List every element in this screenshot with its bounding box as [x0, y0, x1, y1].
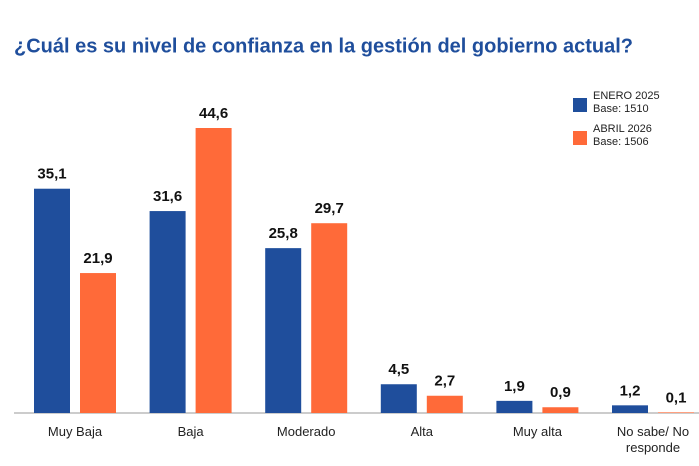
bar — [34, 188, 70, 413]
value-label: 25,8 — [269, 225, 298, 242]
value-label: 31,6 — [153, 188, 182, 205]
bar — [658, 412, 694, 413]
legend-note: Base: 1510 — [593, 103, 649, 115]
value-label: 35,1 — [37, 166, 66, 183]
bar — [80, 273, 116, 413]
legend-swatch — [573, 98, 587, 112]
x-tick-label: Alta — [410, 424, 433, 439]
legend-label: ABRIL 2026 — [593, 123, 652, 135]
legend-note: Base: 1506 — [593, 136, 649, 148]
value-label: 0,1 — [666, 389, 687, 406]
value-label: 1,2 — [620, 382, 641, 399]
x-tick-label: No sabe/ No responde — [616, 424, 690, 455]
bar — [149, 211, 186, 413]
x-tick-label: Muy alta — [512, 424, 562, 439]
bar — [195, 128, 232, 413]
x-tick-label: Baja — [177, 424, 204, 439]
bar — [496, 400, 533, 413]
bar — [612, 405, 648, 413]
x-tick-label: Moderado — [276, 424, 336, 439]
bar — [426, 395, 463, 413]
value-label: 29,7 — [315, 200, 344, 217]
bar — [542, 407, 579, 413]
value-label: 2,7 — [434, 373, 455, 390]
value-label: 4,5 — [388, 361, 409, 378]
value-label: 0,9 — [550, 384, 571, 401]
legend-swatch — [573, 131, 587, 145]
value-label: 1,9 — [504, 378, 525, 395]
bar — [265, 248, 302, 413]
legend-label: ENERO 2025 — [593, 90, 660, 102]
value-label: 21,9 — [83, 250, 112, 267]
bar — [380, 384, 417, 413]
value-label: 44,6 — [199, 105, 228, 122]
chart-title: ¿Cuál es su nivel de confianza en la ges… — [14, 35, 633, 57]
x-tick-label: Muy Baja — [47, 424, 103, 439]
bar — [311, 223, 348, 413]
